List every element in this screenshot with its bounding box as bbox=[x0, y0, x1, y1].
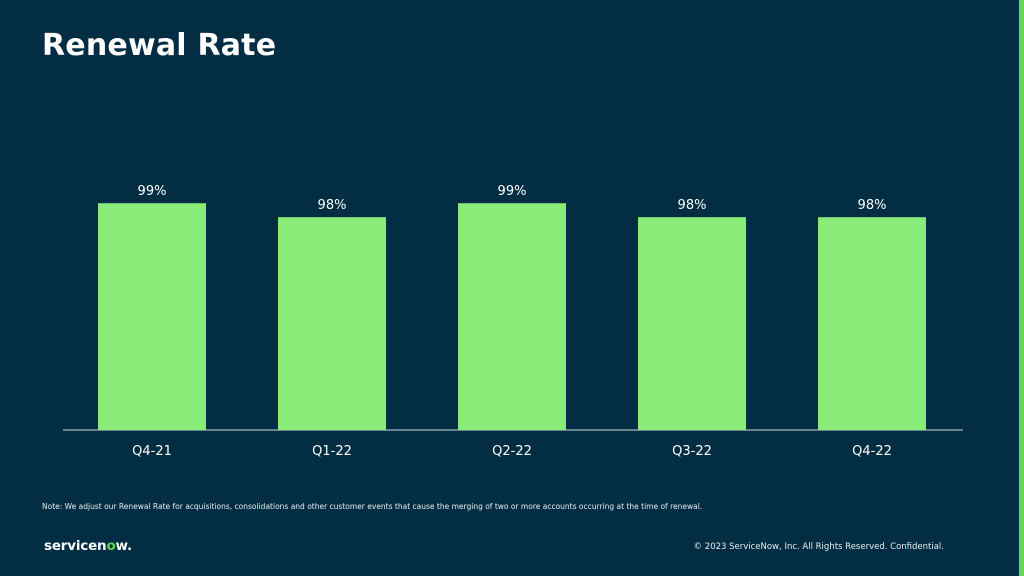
x-tick-label-q3-22: Q3-22 bbox=[672, 444, 712, 459]
x-tick-label-q4-21: Q4-21 bbox=[132, 444, 172, 459]
x-tick-label-q2-22: Q2-22 bbox=[492, 444, 532, 459]
bar-q1-22 bbox=[278, 217, 386, 430]
bar-q3-22 bbox=[638, 217, 746, 430]
slide-title: Renewal Rate bbox=[42, 28, 277, 63]
servicenow-logo: servicenow. bbox=[44, 538, 132, 554]
footnote: Note: We adjust our Renewal Rate for acq… bbox=[42, 502, 703, 511]
data-label-q4-21: 99% bbox=[138, 184, 167, 199]
copyright-notice: © 2023 ServiceNow, Inc. All Rights Reser… bbox=[693, 542, 944, 552]
data-label-q2-22: 99% bbox=[498, 184, 527, 199]
x-tick-label-q4-22: Q4-22 bbox=[852, 444, 892, 459]
right-accent-bar bbox=[1019, 0, 1024, 576]
x-tick-label-q1-22: Q1-22 bbox=[312, 444, 352, 459]
bar-q4-22 bbox=[818, 217, 926, 430]
data-label-q3-22: 98% bbox=[678, 198, 707, 213]
data-label-q4-22: 98% bbox=[858, 198, 887, 213]
bar-q4-21 bbox=[98, 203, 206, 430]
data-label-q1-22: 98% bbox=[318, 198, 347, 213]
bar-q2-22 bbox=[458, 203, 566, 430]
